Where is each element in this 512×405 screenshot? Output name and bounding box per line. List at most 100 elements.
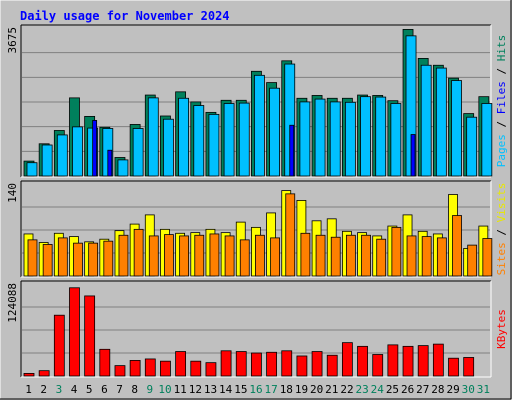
bar-kbytes-day-23 [357,345,368,377]
bar-files-day-4 [72,126,83,177]
bar-sites-day-26 [406,235,417,277]
x-tick-label-day-30: 30 [462,383,475,396]
x-tick-label-day-2: 2 [40,383,47,396]
bar-kbytes-day-13 [205,362,217,377]
bar-sites-day-20 [315,234,326,277]
x-tick-label-day-17: 17 [265,383,278,396]
x-tick-label-day-22: 22 [340,383,353,396]
bar-files-day-14 [223,103,235,177]
x-tick-label-day-5: 5 [86,383,93,396]
bar-pages-day-26 [410,134,416,177]
bar-kbytes-day-17 [266,351,277,377]
x-tick-label-day-23: 23 [356,383,369,396]
x-tick-label-day-6: 6 [101,383,108,396]
bar-files-day-30 [466,116,478,177]
x-tick-label-day-24: 24 [371,383,385,396]
bar-sites-day-10 [164,234,174,277]
x-tick-label-day-7: 7 [116,383,123,396]
bar-sites-day-25 [391,226,402,277]
bar-kbytes-day-28 [432,343,444,377]
legend-kbytes: KBytes [495,309,508,349]
bar-kbytes-day-4 [69,287,80,377]
x-tick-label-day-18: 18 [280,383,293,396]
bar-sites-day-15 [239,239,250,277]
series-sites [27,193,493,277]
bar-kbytes-day-16 [251,352,262,377]
bar-files-day-9 [147,97,159,177]
bar-files-day-28 [435,67,447,177]
bar-sites-day-7 [118,234,129,277]
bar-kbytes-day-12 [190,360,202,377]
bar-sites-day-5 [88,242,99,277]
bar-kbytes-day-9 [144,358,156,377]
x-tick-label-day-1: 1 [25,383,32,396]
bar-kbytes-day-18 [281,350,293,377]
bar-files-day-29 [451,80,462,177]
bar-files-day-20 [314,98,326,177]
bar-pages-day-5 [92,120,98,177]
bar-files-day-12 [193,105,205,177]
bar-sites-day-8 [133,228,144,277]
bar-sites-day-2 [42,244,53,277]
bar-files-day-16 [254,74,265,177]
x-tick-label-day-10: 10 [158,383,171,396]
bar-sites-day-3 [57,237,68,277]
bar-kbytes-day-11 [175,351,187,377]
bar-files-day-21 [329,101,341,177]
x-tick-label-day-9: 9 [147,383,154,396]
bar-kbytes-day-6 [99,348,111,377]
bar-sites-day-27 [421,236,432,277]
legend-item-kbytes: KBytes [495,309,508,349]
bar-sites-day-17 [270,237,280,277]
legend-item-/: / [495,222,508,242]
bar-kbytes-day-5 [84,295,96,377]
bar-sites-day-18 [285,193,296,277]
panel-visits-max-label: 140 [6,183,19,203]
bar-kbytes-day-22 [341,342,353,377]
legend-item-sites: Sites [495,242,508,275]
bar-kbytes-day-24 [372,354,384,377]
bar-pages-day-18 [289,124,295,177]
bar-files-day-24 [375,96,387,177]
bar-sites-day-1 [27,239,38,277]
bar-files-day-8 [132,128,144,177]
bar-sites-day-4 [73,242,83,277]
panel-usage-max-label: 3675 [6,27,19,54]
x-tick-label-day-3: 3 [56,383,63,396]
chart-title: Daily usage for November 2024 [20,9,230,23]
panel-visits: 140 [6,180,493,278]
bar-sites-day-23 [361,234,371,277]
bar-sites-day-6 [103,240,114,277]
bar-files-day-13 [208,113,220,177]
bar-files-day-19 [299,101,311,177]
x-tick-label-day-31: 31 [477,383,490,396]
series-kbytes [23,287,475,377]
bar-files-day-11 [178,97,190,177]
x-tick-label-day-12: 12 [189,383,202,396]
bar-sites-day-31 [482,238,493,277]
bar-kbytes-day-8 [129,360,141,377]
x-tick-label-day-26: 26 [401,383,414,396]
x-tick-label-day-15: 15 [234,383,247,396]
legend-visits: Sites / Visits [495,183,508,276]
bar-sites-day-16 [255,234,265,277]
x-tick-label-day-29: 29 [446,383,459,396]
x-tick-label-day-20: 20 [310,383,323,396]
bar-files-day-22 [344,101,356,177]
bar-files-day-23 [360,96,371,177]
panel-usage: 3675 [6,24,493,178]
legend-item-pages: Pages [495,134,508,167]
legend-item-files: Files [495,81,508,114]
bar-files-day-7 [117,159,129,177]
bar-sites-day-24 [376,238,387,277]
x-tick-label-day-13: 13 [204,383,217,396]
bar-kbytes-day-30 [463,357,475,377]
panel-kbytes-max-label: 124088 [6,283,19,323]
bar-sites-day-21 [330,236,341,277]
bar-sites-day-22 [345,234,356,277]
bar-files-day-3 [56,134,68,177]
bar-sites-day-30 [467,244,478,277]
x-tick-label-day-27: 27 [416,383,429,396]
bar-kbytes-day-27 [417,345,429,377]
